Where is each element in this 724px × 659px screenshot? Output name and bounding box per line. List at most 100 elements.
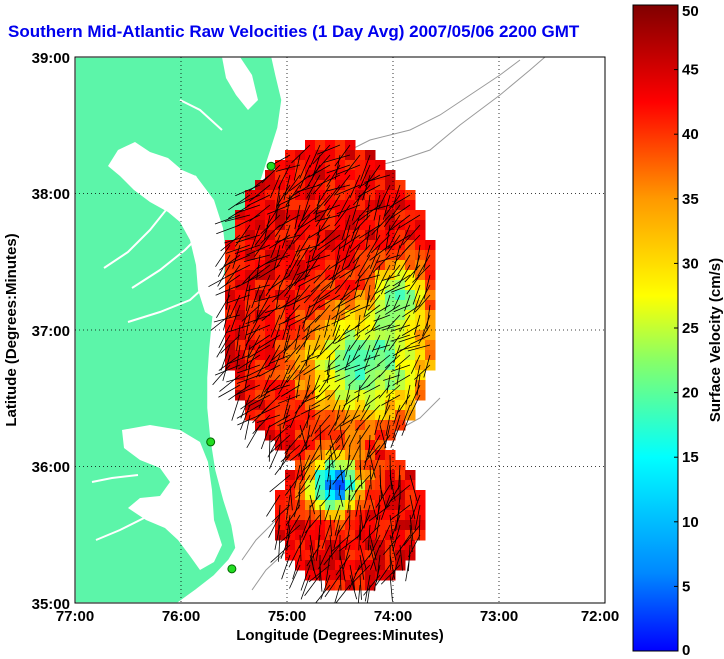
velocity-vector [384, 424, 391, 449]
velocity-vector [385, 224, 391, 252]
velocity-vector [295, 334, 311, 355]
velocity-vector [309, 244, 331, 263]
velocity-vector [266, 204, 291, 215]
velocity-vector [418, 284, 431, 307]
colorbar-tick-label: 30 [682, 255, 699, 272]
velocity-vector [298, 524, 311, 549]
velocity-vector [331, 314, 351, 325]
velocity-vector [251, 284, 261, 309]
velocity-vector [254, 234, 271, 257]
velocity-vector [412, 264, 431, 283]
velocity-vector [365, 224, 371, 251]
velocity-vector [325, 184, 351, 192]
velocity-vector [385, 384, 401, 398]
velocity-vector [344, 474, 361, 492]
velocity-vector [315, 204, 331, 227]
velocity-cell [325, 250, 336, 261]
velocity-vector [399, 314, 411, 332]
velocity-cell [245, 230, 256, 241]
velocity-vector [287, 314, 311, 327]
map-title: Southern Mid-Atlantic Raw Velocities (1 … [8, 22, 580, 41]
velocity-vector [311, 404, 331, 418]
velocity-vector [352, 214, 371, 234]
velocity-vector [358, 524, 361, 551]
velocity-vector [324, 364, 341, 372]
velocity-cell [345, 410, 356, 421]
velocity-vector [339, 264, 361, 279]
velocity-vector [306, 164, 321, 188]
velocity-vector [301, 514, 311, 538]
velocity-vector [381, 274, 401, 282]
velocity-cell [335, 220, 346, 231]
velocity-vector [306, 544, 321, 567]
y-axis-label: Latitude (Degrees:Minutes) [3, 233, 20, 426]
velocity-vector [268, 414, 291, 428]
velocity-vector [278, 264, 291, 289]
rivers [91, 99, 223, 541]
velocity-cell [285, 250, 296, 261]
x-tick-label: 75:00 [268, 608, 306, 625]
velocity-cell [365, 380, 376, 391]
velocity-vector [358, 334, 371, 351]
velocity-vector [284, 474, 301, 496]
velocity-cell [325, 280, 336, 291]
velocity-vector [268, 344, 281, 366]
velocity-vector [345, 384, 351, 402]
velocity-vector [410, 384, 421, 407]
velocity-vector [235, 274, 261, 288]
velocity-vector [339, 564, 342, 591]
x-tick-label: 77:00 [56, 608, 94, 625]
velocity-vector [268, 434, 271, 462]
velocity-vector [293, 284, 311, 305]
velocity-vector [319, 434, 322, 461]
velocity-vector [337, 194, 351, 218]
velocity-cell [335, 360, 346, 371]
colorbar-label: Surface Velocity (cm/s) [707, 258, 724, 422]
velocity-cell [255, 380, 266, 391]
velocity-vector [333, 414, 351, 431]
velocity-cell [265, 250, 276, 261]
velocity-vector [258, 384, 271, 409]
velocity-vector [383, 374, 401, 381]
velocity-vector [279, 294, 301, 310]
velocity-cell [375, 270, 386, 281]
velocity-vector [319, 564, 323, 592]
velocity-vector [245, 284, 271, 292]
velocity-vector [300, 404, 321, 415]
velocity-vector [241, 304, 261, 322]
velocity-cell [385, 500, 396, 511]
velocity-vector [299, 414, 311, 439]
velocity-cell [255, 210, 266, 221]
velocity-cell [335, 370, 346, 381]
velocity-vector [226, 374, 251, 383]
velocity-vector [374, 414, 381, 435]
velocity-cell [325, 160, 336, 171]
velocity-vector [285, 174, 301, 196]
velocity-vector [375, 434, 391, 456]
velocity-vector [360, 154, 371, 181]
velocity-vector [283, 174, 291, 201]
x-tick-label: 76:00 [162, 608, 200, 625]
velocity-vector [305, 384, 321, 399]
velocity-vector [282, 334, 291, 359]
velocity-cell [355, 360, 366, 371]
velocity-vector [407, 344, 431, 352]
velocity-cell [345, 330, 356, 341]
velocity-vector [369, 544, 377, 572]
velocity-vector [371, 314, 381, 331]
velocity-vector [312, 174, 331, 195]
velocity-vector [308, 564, 331, 583]
velocity-cell [235, 250, 246, 261]
velocity-vector [319, 284, 341, 300]
velocity-cell [335, 170, 346, 181]
velocity-vector [309, 234, 331, 253]
velocity-cell [275, 160, 286, 171]
velocity-vector [300, 564, 311, 591]
velocity-cell [265, 260, 276, 271]
velocity-vector [315, 214, 341, 222]
velocity-vector [363, 444, 371, 470]
velocity-cell [275, 250, 286, 261]
velocity-vector [214, 214, 241, 225]
velocity-vector [322, 374, 341, 382]
